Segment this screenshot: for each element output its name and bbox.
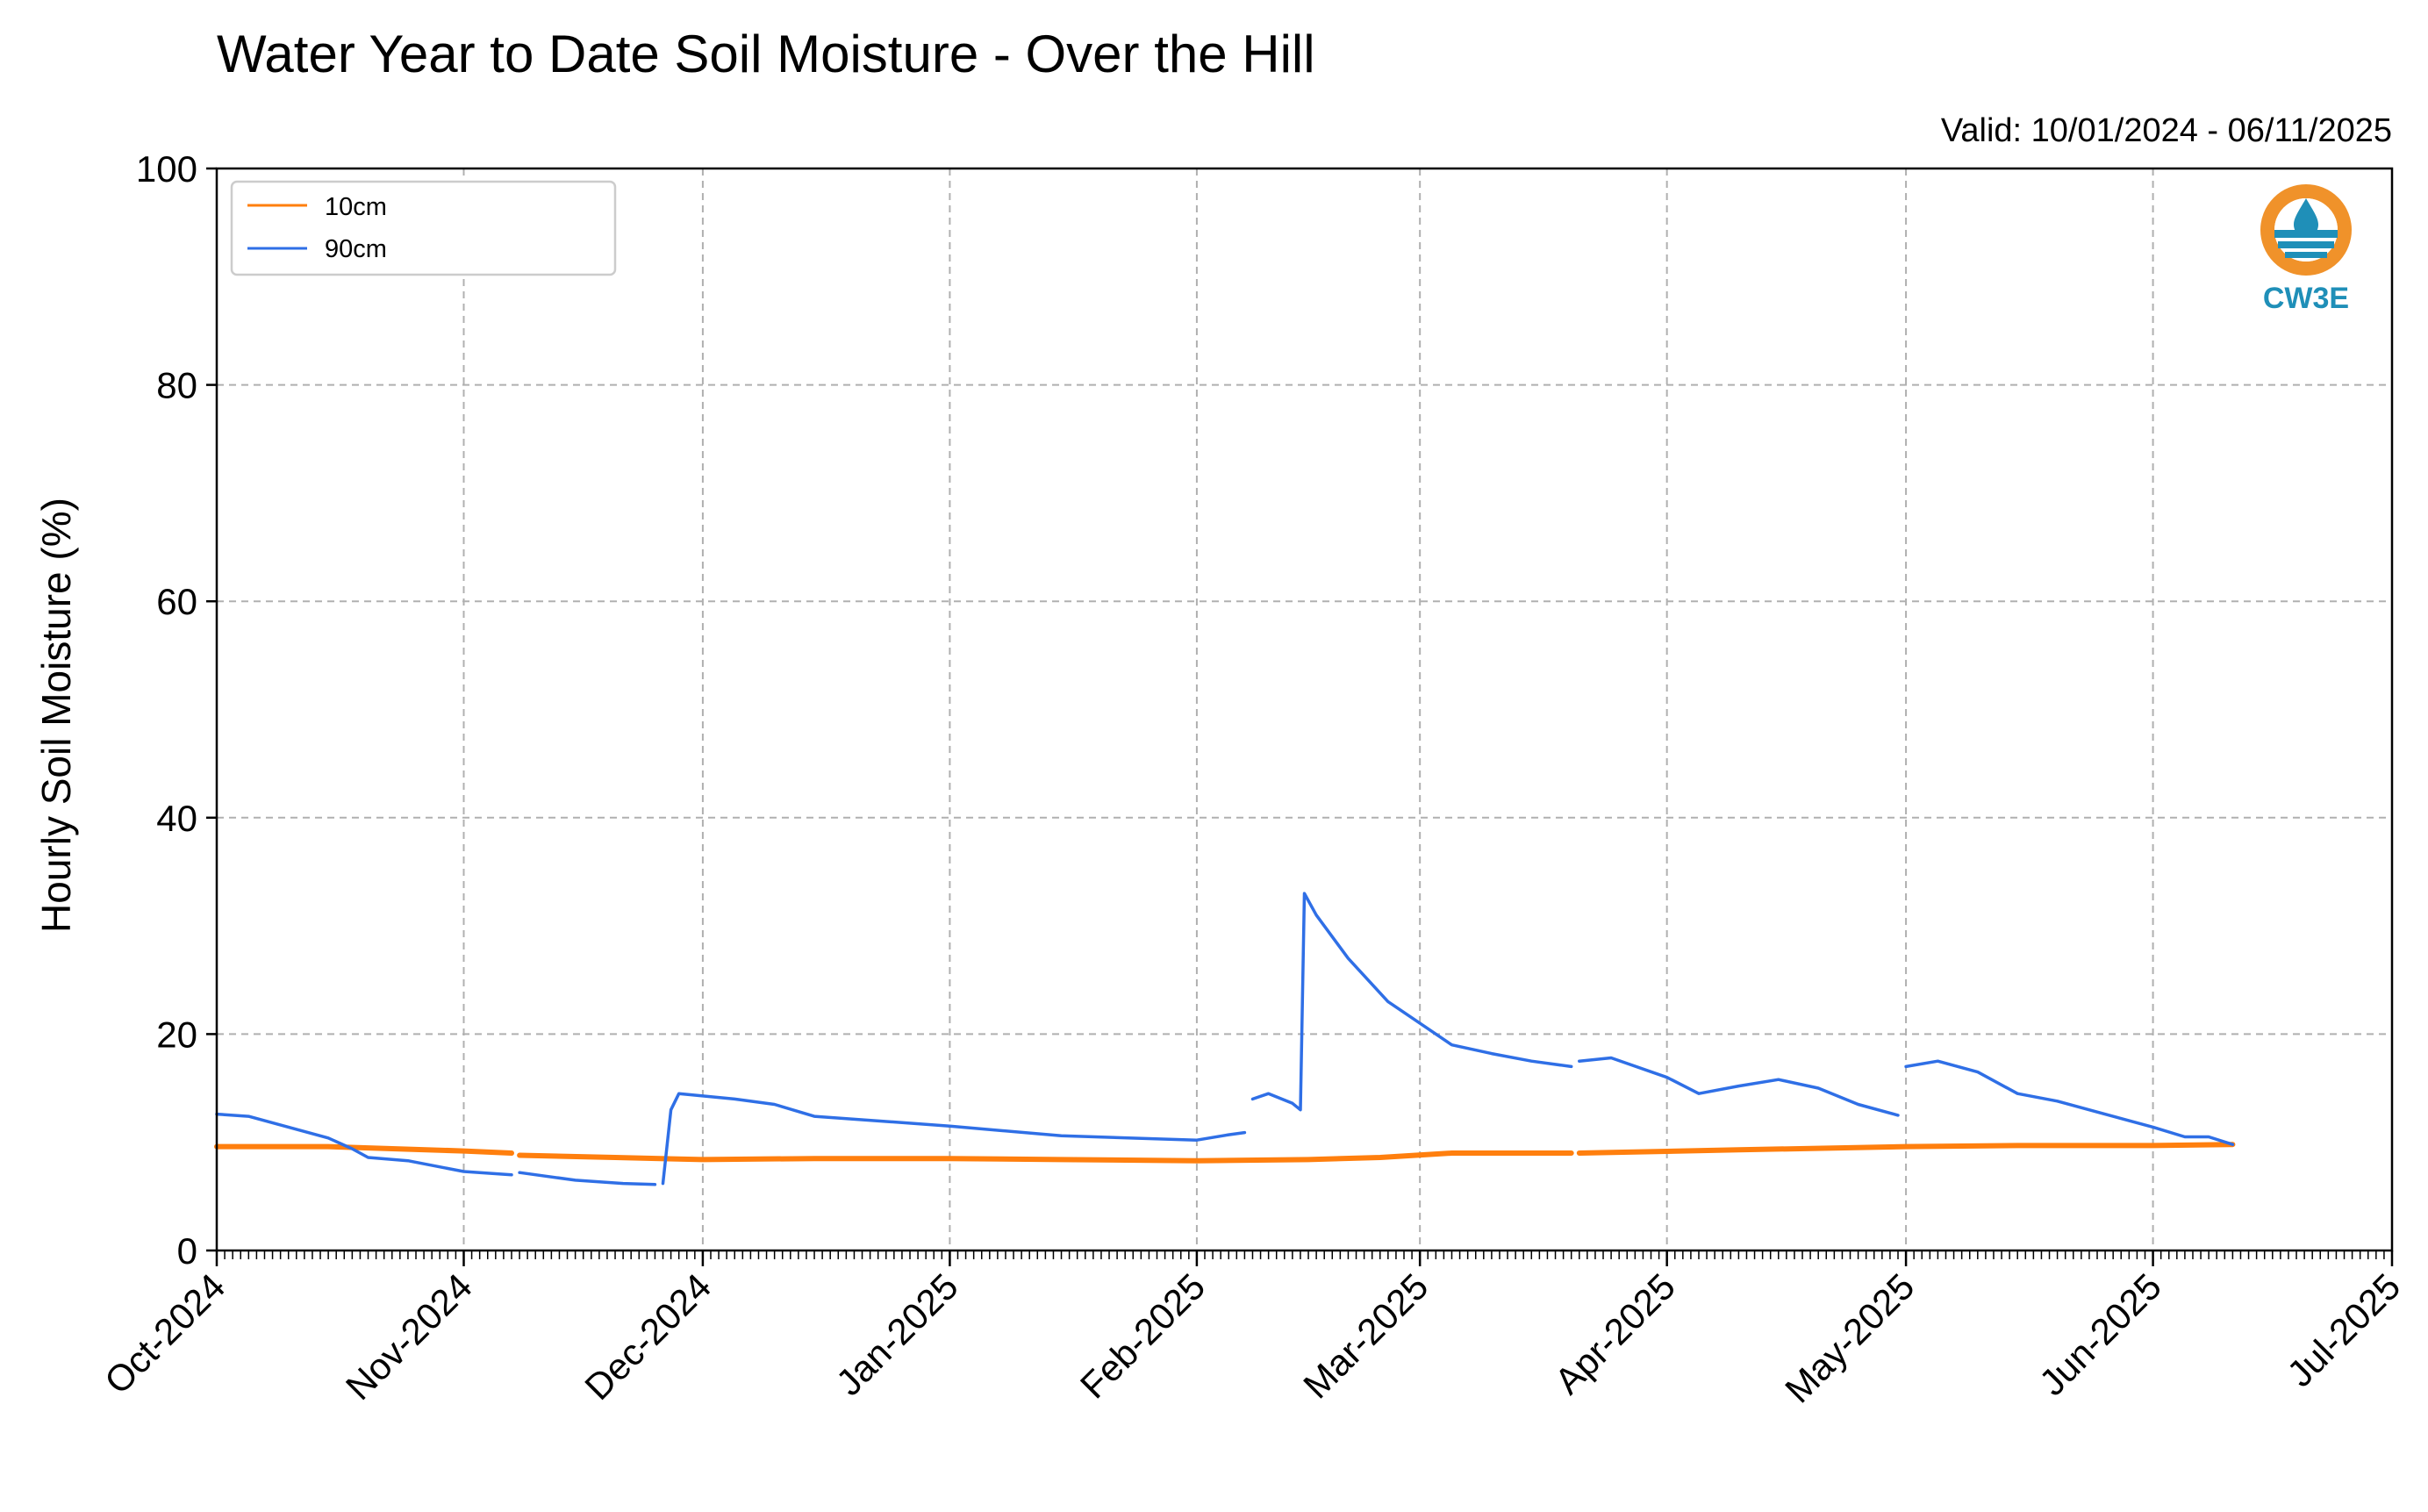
logo-water-band-3: [2285, 252, 2327, 258]
series-line-10cm: [517, 1150, 1574, 1164]
y-tick-label: 40: [156, 798, 197, 839]
legend-label-90cm: 90cm: [325, 235, 387, 263]
series-line-90cm: [1250, 892, 1573, 1112]
series-line-90cm: [518, 1171, 657, 1186]
series-layer: [214, 892, 2236, 1186]
y-tick-label: 0: [177, 1230, 197, 1272]
logo-ring: [2260, 184, 2352, 276]
chart-subtitle: Valid: 10/01/2024 - 06/11/2025: [1941, 112, 2392, 149]
chart-title: Water Year to Date Soil Moisture - Over …: [217, 25, 1315, 83]
series-line-90cm: [215, 1112, 513, 1177]
plot-frame: [215, 167, 2394, 1252]
series-line-10cm: [214, 1143, 514, 1156]
legend-box: [230, 180, 617, 276]
y-ticks: 0 20 40 60 80 100: [136, 148, 217, 1272]
y-tick-label: 20: [156, 1014, 197, 1055]
y-tick-label: 60: [156, 581, 197, 622]
y-tick-label: 100: [136, 148, 197, 190]
grid: [217, 168, 2392, 1250]
logo-text: CW3E: [2263, 282, 2349, 315]
series-line-90cm: [1578, 1056, 1900, 1117]
legend: 10cm 90cm: [230, 180, 617, 276]
legend-label-10cm: 10cm: [325, 193, 387, 221]
series-line-10cm: [1576, 1142, 2236, 1156]
series-line-90cm: [661, 1092, 1247, 1186]
y-tick-label: 80: [156, 365, 197, 406]
cw3e-logo: CW3E: [2260, 184, 2352, 315]
y-axis-label: Hourly Soil Moisture (%): [33, 498, 79, 933]
water-drop-icon: [2294, 198, 2318, 237]
series-line-90cm: [1904, 1059, 2235, 1146]
logo-water-band-2: [2278, 241, 2334, 248]
